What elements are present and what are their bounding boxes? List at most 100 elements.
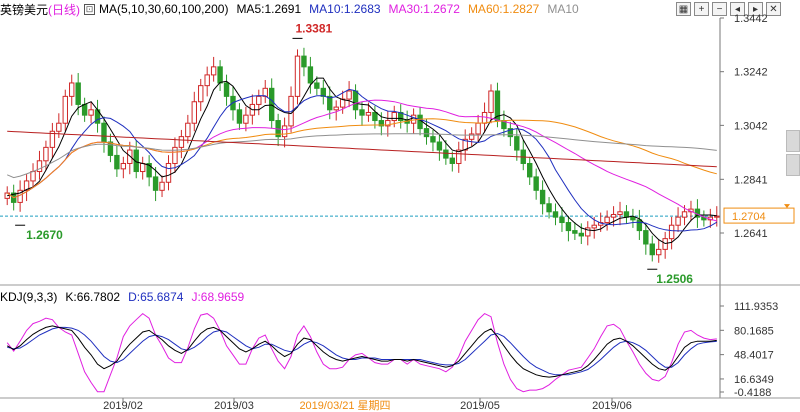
candle bbox=[610, 206, 617, 227]
candle bbox=[630, 208, 636, 228]
candle bbox=[120, 156, 127, 179]
candle bbox=[410, 108, 417, 134]
candle bbox=[133, 140, 139, 179]
candle bbox=[565, 215, 572, 242]
scroll-left-button[interactable]: ◂ bbox=[730, 2, 745, 16]
candle bbox=[572, 222, 578, 240]
scroll-right-button[interactable]: ▸ bbox=[748, 2, 763, 16]
low-left-label: 1.2670 bbox=[26, 228, 63, 242]
side-tab-upper[interactable] bbox=[786, 130, 800, 152]
minus-icon: − bbox=[716, 4, 723, 15]
kdj-j-line bbox=[6, 312, 717, 393]
ma5-value: MA5:1.2691 bbox=[236, 2, 302, 16]
candle bbox=[191, 91, 197, 132]
candle bbox=[494, 82, 501, 128]
candle bbox=[507, 121, 514, 147]
ma-params: MA(5,10,30,60,100,200) bbox=[99, 2, 229, 16]
left-icon: ◂ bbox=[734, 4, 741, 15]
candle bbox=[546, 197, 552, 219]
kdj-header: KDJ(9,3,3) K:66.7802 D:65.6874 J:68.9659 bbox=[0, 288, 252, 306]
price-tick-label: 1.2641 bbox=[734, 228, 768, 240]
candle bbox=[707, 208, 714, 228]
candle bbox=[178, 129, 185, 159]
grid-button[interactable]: ▦ bbox=[676, 2, 691, 16]
candle bbox=[139, 156, 146, 180]
time-tick-label: 2019/05 bbox=[460, 400, 500, 412]
price-tick-label: 1.2841 bbox=[734, 174, 768, 186]
candle bbox=[185, 114, 191, 144]
plus-icon: + bbox=[698, 4, 705, 15]
kdj-tick-label: 80.1685 bbox=[734, 325, 774, 337]
candle bbox=[436, 133, 443, 161]
kdj-tick-label: -0.4188 bbox=[734, 387, 771, 399]
cursor-date-label: 2019/03/21 星期四 bbox=[299, 399, 390, 412]
candle bbox=[320, 80, 326, 105]
ma10-line bbox=[6, 88, 718, 232]
candle bbox=[391, 105, 397, 128]
candle bbox=[127, 141, 133, 175]
candle bbox=[210, 56, 217, 82]
candle bbox=[10, 184, 17, 211]
right-icon: ▸ bbox=[752, 4, 759, 15]
candle bbox=[152, 166, 159, 202]
candle bbox=[468, 127, 475, 147]
candle bbox=[223, 74, 230, 106]
candle bbox=[597, 212, 604, 232]
candle bbox=[714, 206, 720, 227]
candle bbox=[165, 155, 172, 191]
candle bbox=[262, 80, 268, 104]
candle bbox=[198, 78, 204, 112]
candle bbox=[372, 105, 378, 129]
candle bbox=[81, 97, 88, 122]
zoom-in-button[interactable]: + bbox=[694, 2, 709, 16]
time-tick-label: 2019/06 bbox=[592, 400, 632, 412]
ma200-line bbox=[7, 130, 717, 168]
settings-icon[interactable]: ⊡ bbox=[84, 3, 96, 15]
candle bbox=[527, 156, 533, 185]
candle bbox=[694, 199, 701, 228]
side-tab-lower[interactable] bbox=[786, 154, 800, 176]
price-tick-label: 1.3042 bbox=[734, 120, 768, 132]
time-tick-label: 2019/03 bbox=[214, 400, 254, 412]
candle bbox=[88, 101, 94, 124]
candle bbox=[617, 201, 623, 226]
candle bbox=[404, 110, 410, 133]
candle bbox=[172, 137, 178, 173]
close-button[interactable]: ✕ bbox=[766, 2, 781, 16]
candle bbox=[656, 239, 662, 263]
kdj-k-line bbox=[6, 325, 717, 378]
price-header: 英镑美元(日线) ⊡ MA(5,10,30,60,100,200) MA5:1.… bbox=[0, 0, 587, 18]
candle bbox=[359, 101, 365, 126]
candle bbox=[294, 49, 301, 105]
candle bbox=[56, 113, 62, 138]
zoom-out-button[interactable]: − bbox=[712, 2, 727, 16]
ma60-value: MA60:1.2827 bbox=[467, 2, 540, 16]
symbol-title: 英镑美元(日线) bbox=[0, 2, 81, 17]
candle bbox=[365, 102, 372, 122]
price-tick-label: 1.3242 bbox=[734, 67, 768, 79]
ma10-value: MA10:1.2683 bbox=[309, 2, 381, 16]
candle bbox=[94, 99, 101, 133]
candle bbox=[552, 203, 559, 226]
candle bbox=[681, 205, 688, 226]
candle bbox=[352, 84, 359, 120]
candle bbox=[314, 76, 320, 96]
candle bbox=[668, 216, 675, 250]
candle bbox=[675, 207, 681, 232]
ma-extra: MA10 bbox=[547, 2, 579, 16]
kdj-d-line bbox=[7, 326, 717, 376]
candle bbox=[107, 133, 114, 163]
candle bbox=[423, 118, 430, 145]
kdj-tick-label: 111.9353 bbox=[734, 301, 778, 313]
candle bbox=[591, 216, 597, 239]
candle bbox=[559, 207, 565, 232]
price-marker-icon bbox=[784, 204, 790, 209]
candle bbox=[17, 180, 23, 212]
candle bbox=[539, 180, 546, 215]
candle bbox=[488, 84, 494, 124]
candle bbox=[268, 78, 275, 129]
candle bbox=[204, 66, 210, 97]
kdj-params: KDJ(9,3,3) bbox=[0, 290, 58, 304]
candle bbox=[346, 81, 352, 108]
